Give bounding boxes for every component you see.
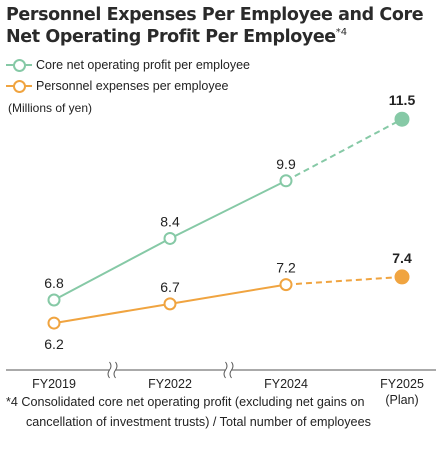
data-label: 7.4	[392, 250, 412, 266]
footnote-line2: cancellation of investment trusts) / Tot…	[26, 415, 371, 429]
data-point	[279, 174, 293, 188]
axis-break-gap	[109, 361, 116, 379]
legend-label-personnel-expenses: Personnel expenses per employee	[36, 78, 229, 93]
legend-marker-core-profit	[13, 58, 26, 72]
legend-swatch-core-profit	[6, 58, 32, 72]
legend-swatch-personnel-expenses	[6, 79, 32, 93]
x-tick-label: FY2025	[380, 377, 424, 391]
data-point	[163, 231, 177, 245]
data-point	[47, 316, 61, 330]
chart-title: Personnel Expenses Per Employee and Core…	[6, 4, 436, 48]
footnote: *4 Consolidated core net operating profi…	[6, 392, 438, 432]
data-label: 11.5	[389, 92, 416, 108]
series-line-projected	[285, 275, 403, 286]
chart-title-footnote-marker: *4	[335, 27, 348, 39]
series-line-projected	[285, 118, 403, 182]
data-label: 8.4	[160, 213, 180, 229]
axis-break-mark	[113, 361, 118, 379]
footnote-line1: *4 Consolidated core net operating profi…	[6, 395, 365, 409]
data-point	[47, 293, 61, 307]
data-point	[279, 278, 293, 292]
x-tick-label: FY2024	[264, 377, 308, 391]
data-label: 6.7	[160, 279, 180, 295]
legend-marker-personnel-expenses	[13, 79, 26, 93]
data-label: 7.2	[276, 260, 296, 276]
axis-break-gap	[225, 361, 232, 379]
y-axis-unit-label: (Millions of yen)	[8, 101, 93, 115]
axis-break-mark	[229, 361, 234, 379]
axis-break-mark	[223, 361, 228, 379]
data-point	[394, 269, 410, 285]
data-point	[394, 111, 410, 127]
data-label: 6.2	[44, 336, 64, 352]
chart-legend: Core net operating profit per employee P…	[6, 54, 250, 96]
legend-item-personnel-expenses: Personnel expenses per employee	[6, 75, 250, 96]
data-point	[163, 297, 177, 311]
legend-label-core-profit: Core net operating profit per employee	[36, 57, 251, 72]
chart-title-line1: Personnel Expenses Per Employee and Core	[6, 5, 424, 25]
x-tick-label: FY2022	[148, 377, 192, 391]
axis-break-mark	[107, 361, 112, 379]
data-label: 9.9	[276, 156, 296, 172]
chart-title-line2: Net Operating Profit Per Employee	[6, 27, 336, 47]
x-tick-sublabel: (Plan)	[385, 393, 418, 407]
data-label: 6.8	[44, 275, 64, 291]
legend-item-core-profit: Core net operating profit per employee	[6, 54, 250, 75]
x-tick-label: FY2019	[32, 377, 76, 391]
